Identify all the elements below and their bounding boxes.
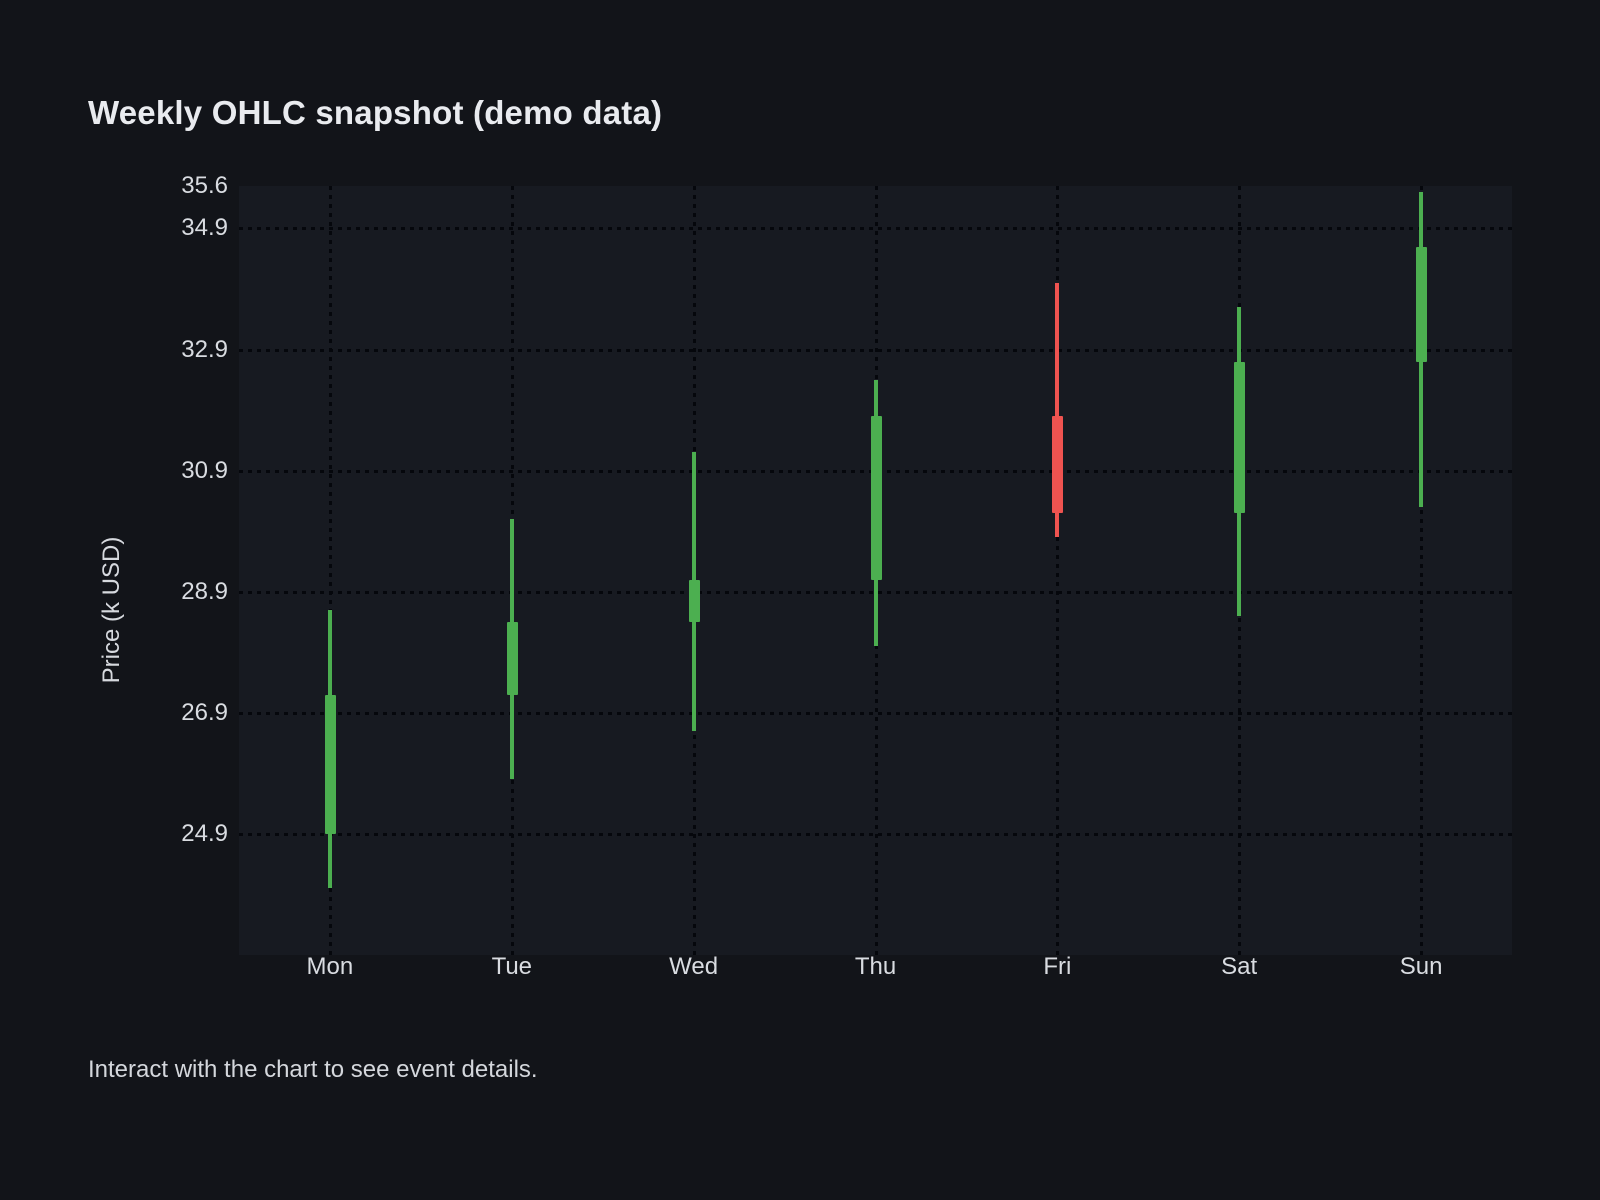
y-tick-label: 30.9: [181, 456, 228, 484]
x-tick-label-sun: Sun: [1399, 953, 1443, 980]
candle-body-sun[interactable]: [1416, 246, 1428, 362]
y-tick-label: 35.6: [181, 172, 228, 199]
candle-wick-fri[interactable]: [1055, 282, 1060, 538]
x-tick-label-sat: Sat: [1221, 953, 1258, 980]
x-tick-label-thu: Thu: [854, 953, 897, 980]
chart-title: Weekly OHLC snapshot (demo data): [88, 94, 663, 131]
y-tick-label: 26.9: [181, 698, 228, 726]
plot-area[interactable]: [239, 186, 1512, 955]
y-tick-label: 34.9: [181, 214, 228, 242]
x-tick-label-mon: Mon: [306, 953, 354, 980]
candle-body-mon[interactable]: [324, 694, 336, 834]
gridline-vertical: [1420, 186, 1424, 955]
x-tick-label-tue: Tue: [491, 953, 533, 980]
candle-body-wed[interactable]: [688, 579, 700, 622]
candle-body-thu[interactable]: [870, 416, 882, 580]
y-tick-label: 28.9: [181, 577, 228, 605]
x-tick-label-wed: Wed: [669, 953, 719, 980]
y-tick-label: 24.9: [181, 819, 228, 847]
candle-body-sat[interactable]: [1234, 361, 1246, 513]
y-tick-label: 32.9: [181, 335, 228, 363]
candle-body-fri[interactable]: [1052, 416, 1064, 513]
interaction-hint: Interact with the chart to see event det…: [88, 1056, 538, 1083]
candle-body-tue[interactable]: [506, 622, 518, 695]
gridline-vertical: [1056, 186, 1060, 955]
gridline-vertical: [328, 186, 332, 955]
y-axis-title: Price (k USD): [98, 536, 125, 684]
x-tick-label-fri: Fri: [1043, 953, 1072, 980]
